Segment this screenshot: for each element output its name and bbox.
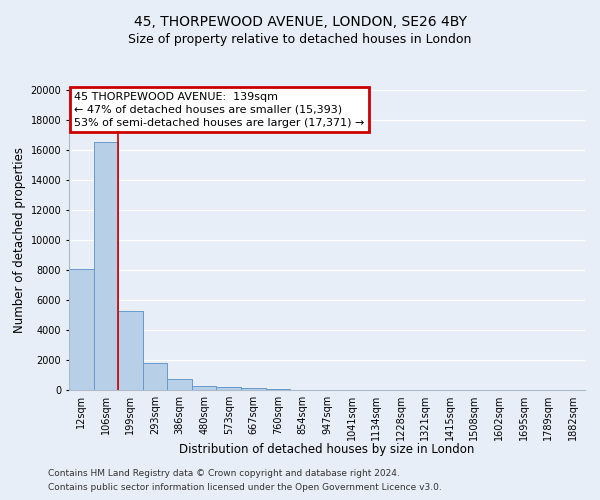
Text: 45, THORPEWOOD AVENUE, LONDON, SE26 4BY: 45, THORPEWOOD AVENUE, LONDON, SE26 4BY xyxy=(133,15,467,29)
Text: 45 THORPEWOOD AVENUE:  139sqm
← 47% of detached houses are smaller (15,393)
53% : 45 THORPEWOOD AVENUE: 139sqm ← 47% of de… xyxy=(74,92,365,128)
Bar xyxy=(167,379,192,390)
Bar xyxy=(266,388,290,390)
Bar xyxy=(143,363,167,390)
Text: Contains HM Land Registry data © Crown copyright and database right 2024.: Contains HM Land Registry data © Crown c… xyxy=(48,468,400,477)
Bar xyxy=(241,388,266,390)
Text: Size of property relative to detached houses in London: Size of property relative to detached ho… xyxy=(128,32,472,46)
Text: Contains public sector information licensed under the Open Government Licence v3: Contains public sector information licen… xyxy=(48,484,442,492)
Bar xyxy=(69,268,94,390)
Bar xyxy=(118,310,143,390)
X-axis label: Distribution of detached houses by size in London: Distribution of detached houses by size … xyxy=(179,443,475,456)
Bar xyxy=(94,142,118,390)
Bar xyxy=(217,388,241,390)
Y-axis label: Number of detached properties: Number of detached properties xyxy=(13,147,26,333)
Bar xyxy=(192,386,217,390)
